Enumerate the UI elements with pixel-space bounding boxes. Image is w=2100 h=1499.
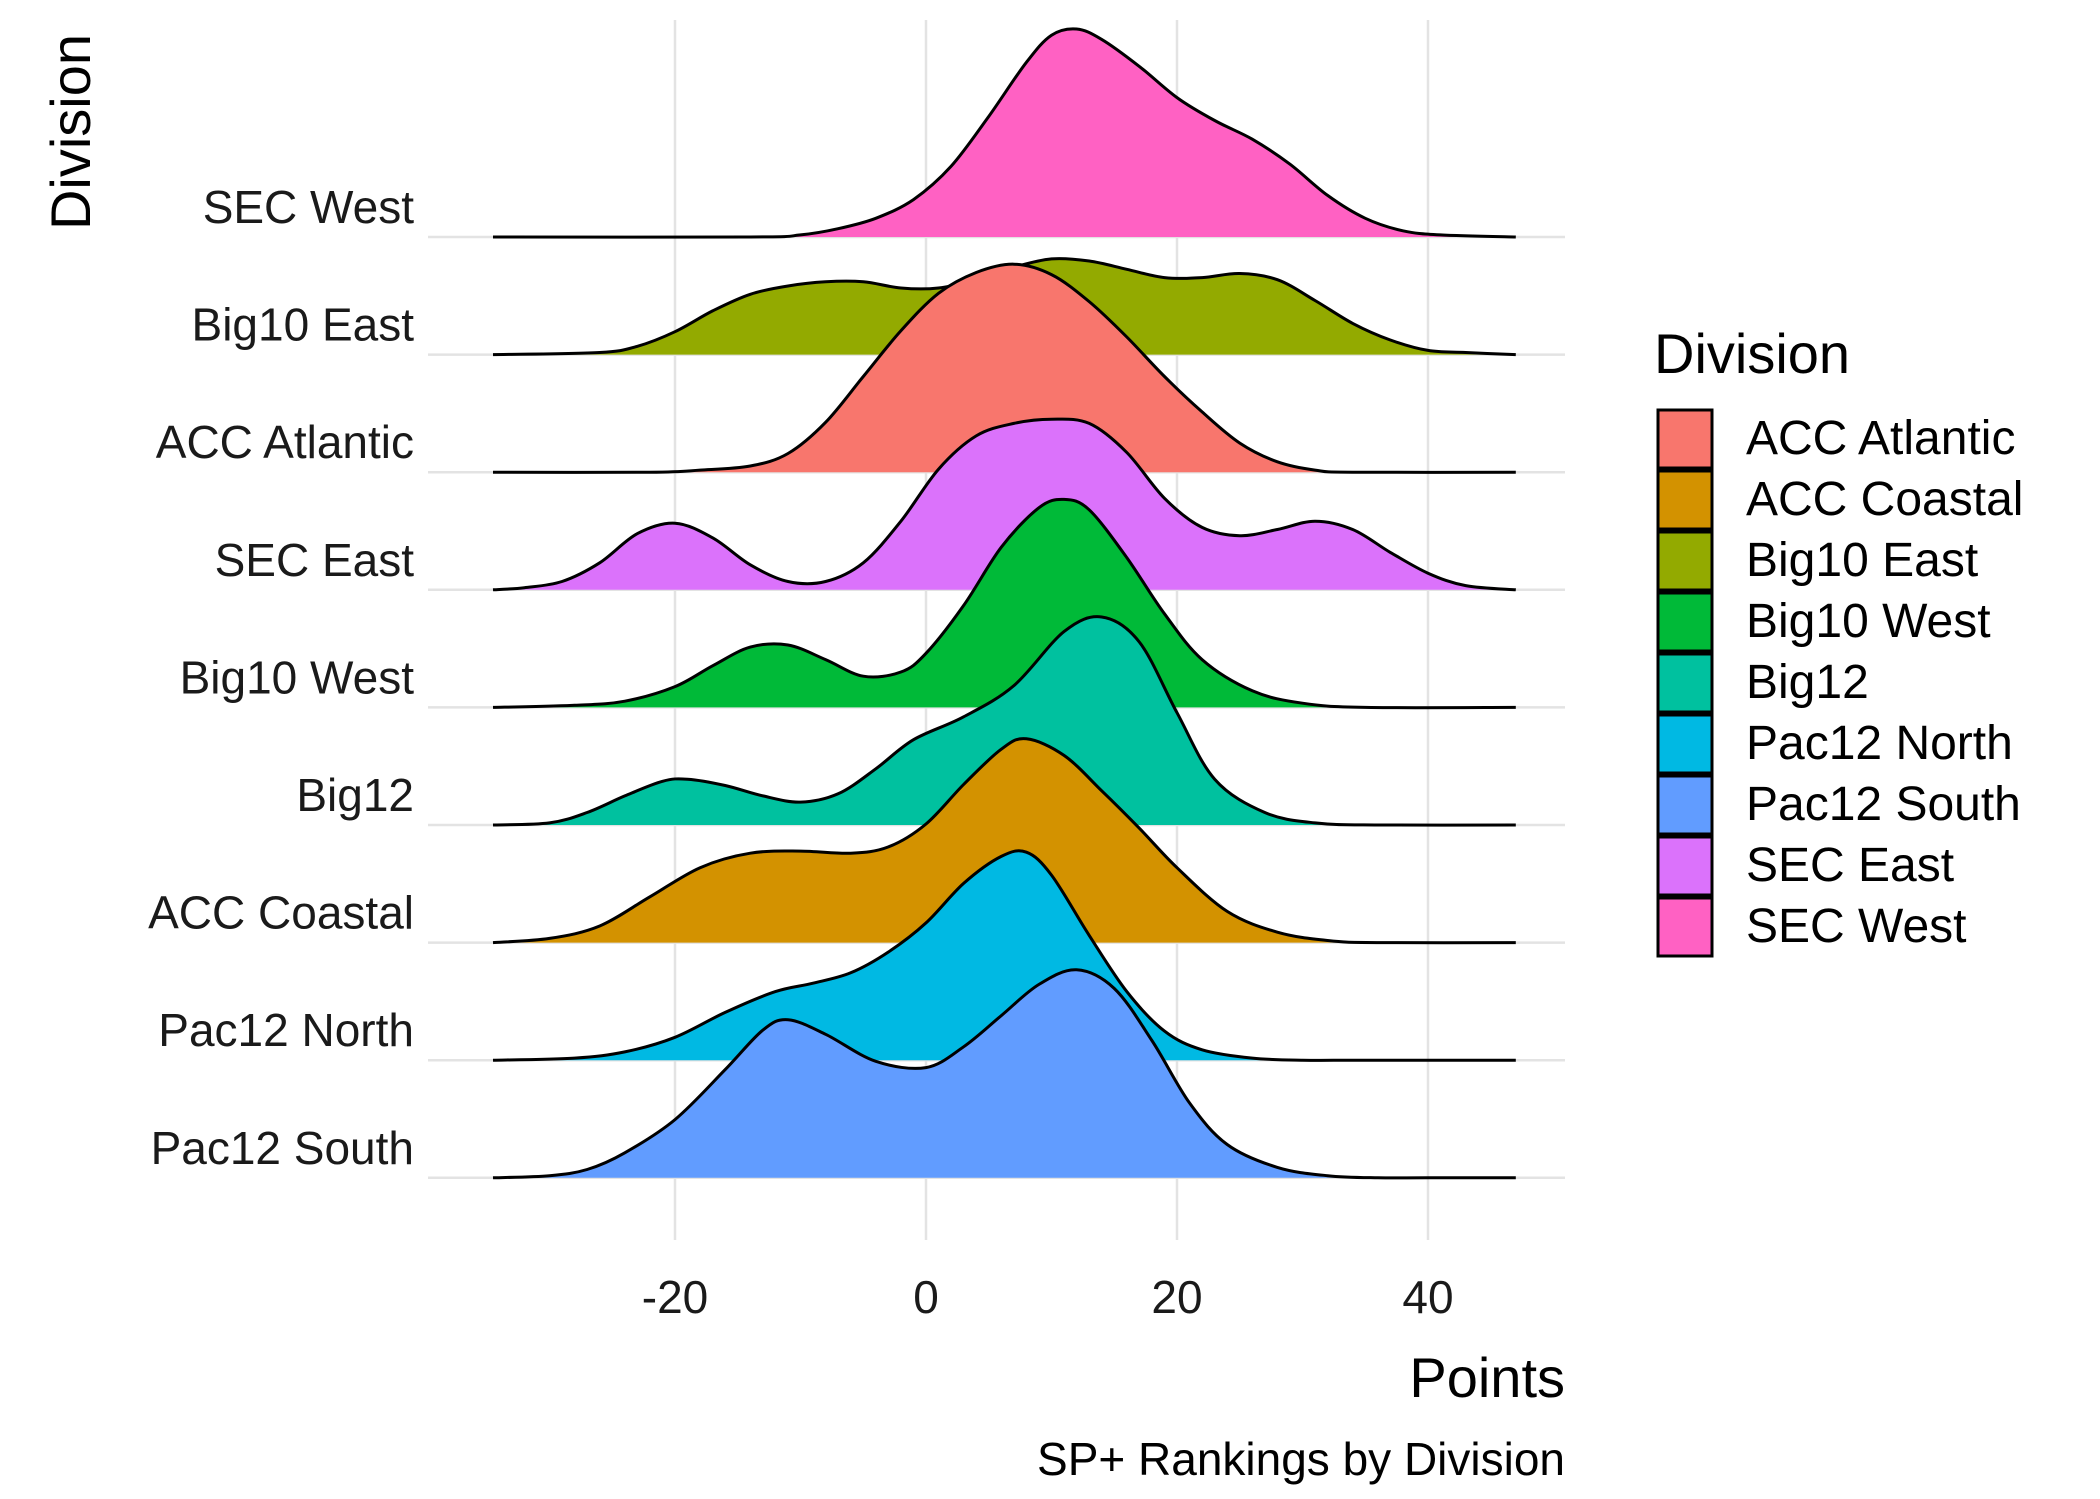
y-tick-label-pac12-north: Pac12 North — [158, 1004, 414, 1056]
legend-swatch-big12 — [1656, 652, 1714, 714]
density-ridges — [492, 27, 1516, 1180]
legend-label-big12: Big12 — [1746, 656, 1869, 709]
y-tick-label-sec-east: SEC East — [215, 534, 415, 586]
legend-label-acc-atlantic: ACC Atlantic — [1746, 412, 2015, 465]
y-tick-label-big10-west: Big10 West — [180, 651, 415, 703]
ridge-fill-acc-atlantic — [493, 264, 1516, 473]
y-tick-label-acc-coastal: ACC Coastal — [148, 887, 414, 939]
ridge-fill-pac12-north — [493, 850, 1516, 1061]
legend-label-pac12-south: Pac12 South — [1746, 778, 2021, 831]
ridge-pac12-south — [492, 968, 1516, 1180]
legend-item-acc-atlantic: ACC Atlantic — [1656, 408, 2015, 470]
y-axis-labels: SEC West Big10 East ACC Atlantic SEC East Bi… — [148, 181, 414, 1174]
legend-item-sec-east: SEC East — [1656, 835, 1954, 897]
legend-swatch-pac12-north — [1656, 713, 1714, 775]
y-tick-label-pac12-south: Pac12 South — [151, 1122, 414, 1174]
y-tick-label-big12: Big12 — [296, 769, 414, 821]
legend-swatch-sec-east — [1656, 835, 1714, 897]
legend-swatch-big10-west — [1656, 591, 1714, 653]
legend-label-big10-east: Big10 East — [1746, 534, 1978, 587]
ridge-sec-east — [492, 417, 1516, 592]
legend-item-big12: Big12 — [1656, 652, 1869, 714]
legend: Division ACC Atlantic ACC Coastal Big10 Ea… — [1654, 322, 2023, 958]
ridge-big10-west — [492, 497, 1516, 710]
ridge-fill-sec-west — [493, 28, 1516, 238]
legend-swatch-acc-coastal — [1656, 469, 1714, 531]
x-axis-title: Points — [1409, 1346, 1565, 1409]
chart-caption: SP+ Rankings by Division — [1037, 1433, 1565, 1485]
x-axis-ticks: -20 0 20 40 — [642, 1271, 1454, 1323]
ridge-outline-big12 — [492, 615, 1516, 827]
ridge-fill-big10-west — [493, 499, 1516, 708]
ridge-outline-sec-east — [492, 417, 1516, 592]
ridge-sec-west — [492, 27, 1516, 239]
ridge-outline-sec-west — [492, 27, 1516, 239]
ridge-acc-coastal — [492, 737, 1516, 945]
legend-label-pac12-north: Pac12 North — [1746, 717, 2013, 770]
legend-swatch-sec-west — [1656, 896, 1714, 958]
y-tick-label-sec-west: SEC West — [203, 181, 415, 233]
x-tick-label-20: 20 — [1151, 1271, 1202, 1323]
legend-title: Division — [1654, 322, 1850, 385]
y-tick-label-acc-atlantic: ACC Atlantic — [156, 416, 414, 468]
y-tick-label-big10-east: Big10 East — [192, 299, 415, 351]
legend-label-big10-west: Big10 West — [1746, 595, 1991, 648]
ridge-outline-pac12-south — [492, 968, 1516, 1180]
ridge-fill-pac12-south — [493, 969, 1516, 1178]
legend-items: ACC Atlantic ACC Coastal Big10 East Big10 W… — [1656, 408, 2023, 958]
x-tick-label-40: 40 — [1402, 1271, 1453, 1323]
ridge-acc-atlantic — [492, 262, 1516, 474]
legend-item-big10-west: Big10 West — [1656, 591, 1991, 653]
legend-item-big10-east: Big10 East — [1656, 530, 1978, 592]
x-tick-label-0: 0 — [913, 1271, 939, 1323]
ridge-outline-acc-atlantic — [492, 262, 1516, 474]
legend-item-acc-coastal: ACC Coastal — [1656, 469, 2023, 531]
legend-swatch-pac12-south — [1656, 774, 1714, 836]
x-tick-label-20: -20 — [642, 1271, 708, 1323]
legend-label-sec-east: SEC East — [1746, 839, 1954, 892]
ridge-fill-acc-coastal — [493, 738, 1516, 943]
ridge-outline-acc-coastal — [492, 737, 1516, 945]
legend-swatch-acc-atlantic — [1656, 408, 1714, 470]
legend-label-acc-coastal: ACC Coastal — [1746, 473, 2023, 526]
legend-item-pac12-south: Pac12 South — [1656, 774, 2021, 836]
legend-label-sec-west: SEC West — [1746, 900, 1967, 953]
ridge-fill-big12 — [493, 616, 1516, 826]
ridge-outline-big10-west — [492, 497, 1516, 710]
ridge-big12 — [492, 615, 1516, 827]
y-axis-title: Division — [39, 34, 102, 230]
ridge-pac12-north — [492, 849, 1516, 1062]
legend-item-sec-west: SEC West — [1656, 896, 1967, 958]
legend-item-pac12-north: Pac12 North — [1656, 713, 2013, 775]
ridge-outline-pac12-north — [492, 849, 1516, 1062]
legend-swatch-big10-east — [1656, 530, 1714, 592]
ridge-fill-sec-east — [493, 419, 1516, 590]
